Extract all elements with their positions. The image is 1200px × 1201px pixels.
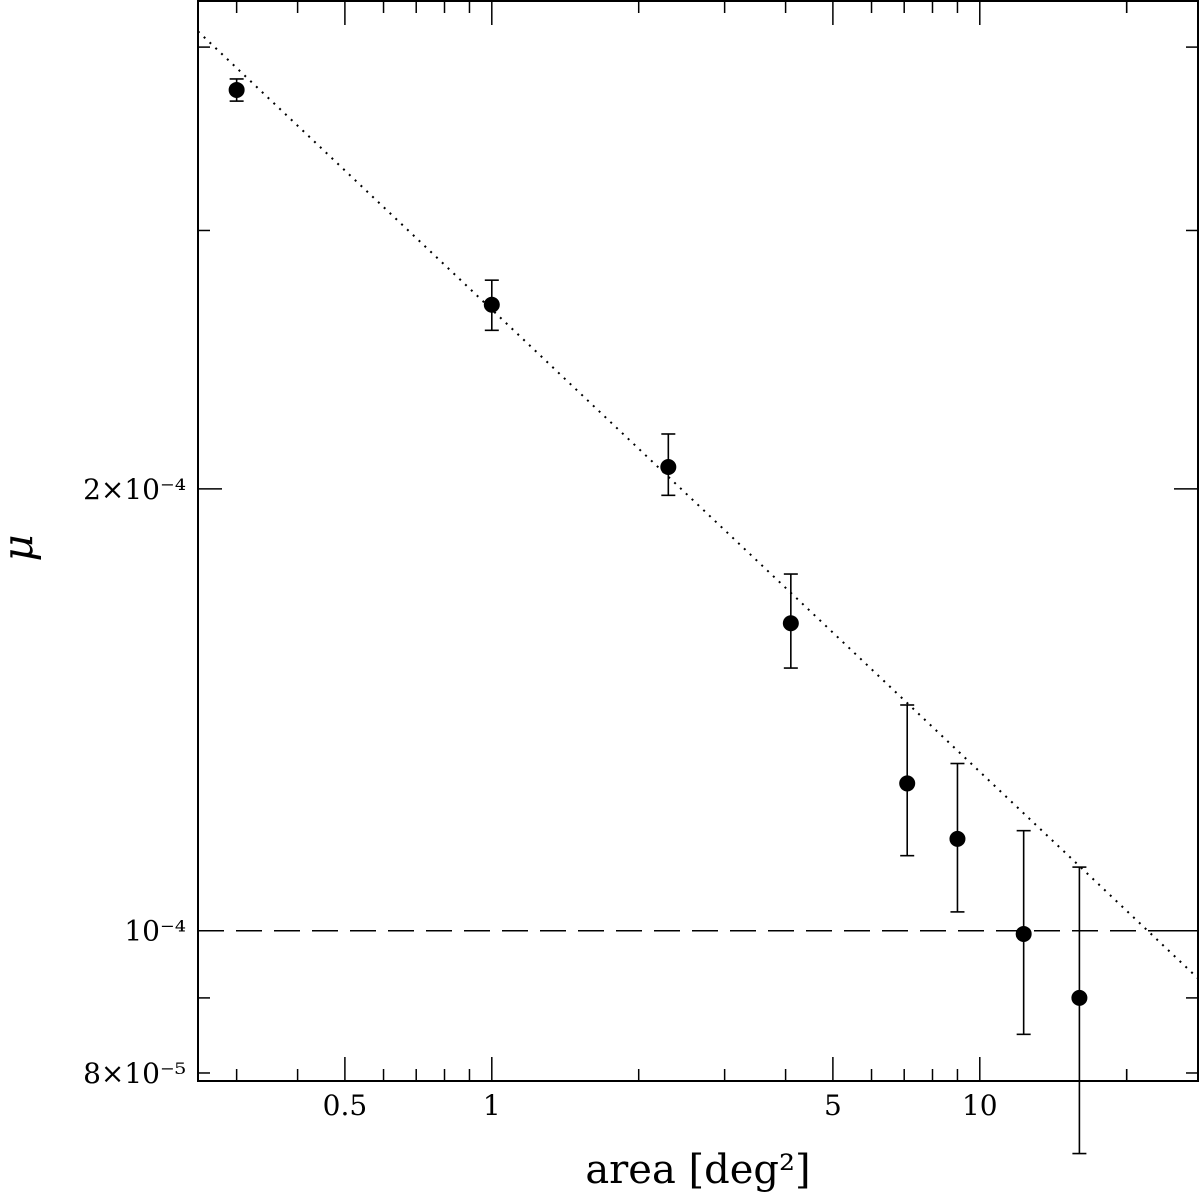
data-point: [1071, 989, 1088, 1006]
x-axis-label: area [deg²]: [585, 1147, 810, 1193]
axis-ticks: [198, 1, 1198, 1081]
data-point: [228, 81, 245, 98]
data-point: [660, 458, 677, 475]
reference-lines: [197, 30, 1199, 980]
data-point: [1015, 925, 1032, 942]
y-tick-label: 8×10⁻⁵: [83, 1057, 186, 1090]
data-point: [949, 830, 966, 847]
fit-line: [197, 30, 1199, 980]
y-tick-label: 2×10⁻⁴: [83, 473, 186, 506]
data-points: [228, 78, 1088, 1155]
data-point: [899, 775, 916, 792]
plot-frame: [197, 0, 1199, 1082]
x-tick-label: 10: [962, 1089, 998, 1122]
y-tick-label: 10⁻⁴: [124, 915, 186, 948]
data-point: [782, 615, 799, 632]
x-tick-label: 5: [824, 1089, 842, 1122]
y-axis-label: μ: [0, 534, 42, 561]
data-point: [483, 296, 500, 313]
tick-labels: 0.5 1 5 10 2×10⁻⁴ 10⁻⁴ 8×10⁻⁵: [83, 473, 998, 1122]
x-tick-label: 1: [483, 1089, 501, 1122]
x-tick-label: 0.5: [323, 1089, 368, 1122]
